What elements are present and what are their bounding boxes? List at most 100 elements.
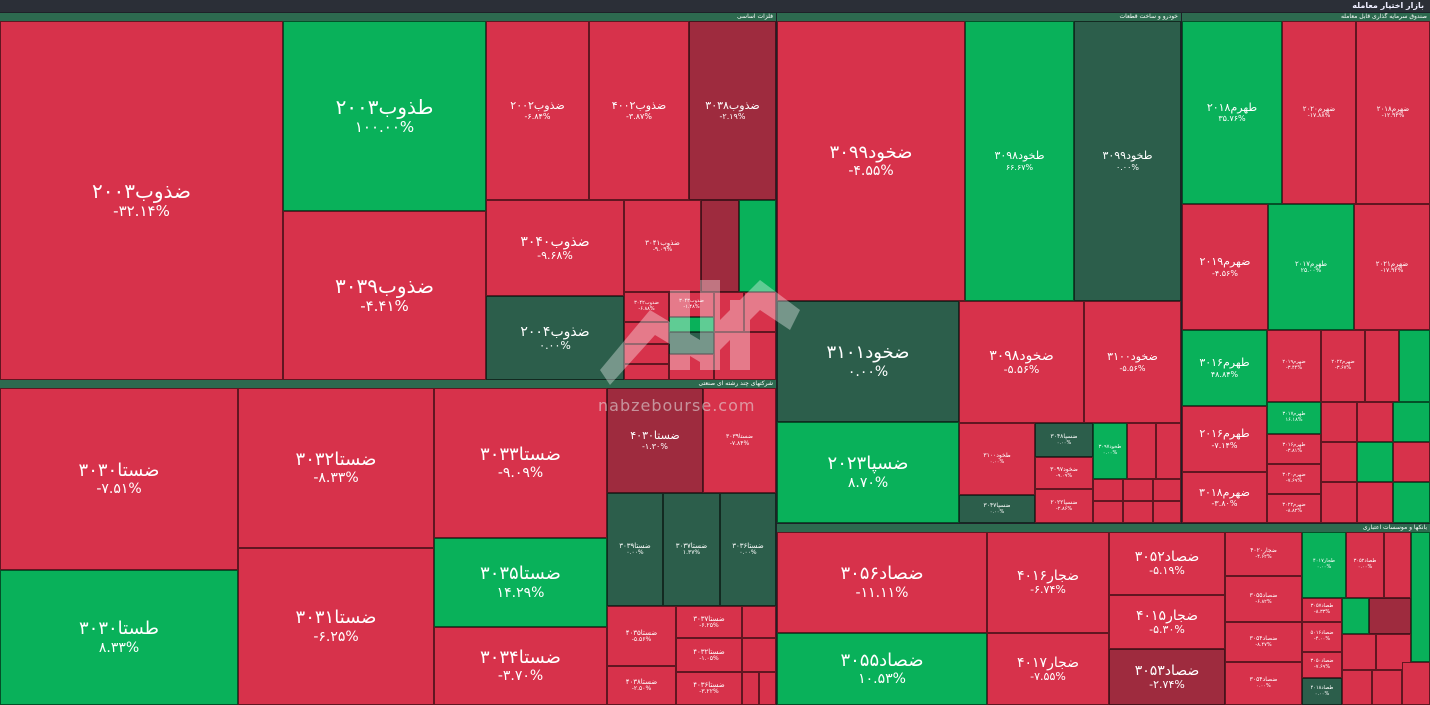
stock-tile[interactable]: ضجار۴۰۱۷ -۷.۵۵% xyxy=(987,633,1109,705)
stock-tile[interactable]: ضهرم۲۰۲۱ -۱۷.۹۲% xyxy=(1354,204,1430,330)
stock-tile[interactable]: ضذوب۴۰۰۲ -۳.۸۷% xyxy=(589,21,689,200)
stock-tile[interactable]: ضذوب۳۰۳۸ -۲.۱۹% xyxy=(689,21,776,200)
stock-tile[interactable]: طهرم۳۰۱۶ -۳.۸۱% xyxy=(1267,434,1321,464)
stock-tile[interactable]: طهرم۲۰۱۸ ۳۵.۷۶% xyxy=(1182,21,1282,204)
stock-tile[interactable] xyxy=(624,322,669,344)
stock-tile[interactable]: ضستا۳۰۳۱ -۶.۲۵% xyxy=(238,548,434,705)
stock-tile[interactable] xyxy=(624,344,669,364)
stock-tile[interactable]: ضذوب۲۰۰۴ ۰.۰۰% xyxy=(486,296,624,380)
stock-tile[interactable]: ضصاد۳۰۵۲ -۵.۱۹% xyxy=(1109,532,1225,595)
stock-tile[interactable] xyxy=(1153,501,1181,523)
stock-tile[interactable] xyxy=(742,672,759,705)
stock-tile[interactable] xyxy=(1156,423,1181,479)
stock-tile[interactable]: ضسپا۲۰۲۳ ۸.۷۰% xyxy=(777,422,959,523)
stock-tile[interactable]: ضستا۴۰۳۲ -۱.۰۵% xyxy=(676,638,742,672)
stock-tile[interactable] xyxy=(744,292,776,332)
stock-tile[interactable] xyxy=(1153,479,1181,501)
stock-tile[interactable]: ضستا۳۰۳۰ -۷.۵۱% xyxy=(0,388,238,570)
stock-tile[interactable] xyxy=(1321,402,1357,442)
stock-tile[interactable]: ضهرم۲۰۲۰ -۱۷.۸۸% xyxy=(1282,21,1356,204)
stock-tile[interactable] xyxy=(1123,479,1153,501)
stock-tile[interactable] xyxy=(714,292,744,332)
stock-tile[interactable]: طذوب۲۰۰۳ ۱۰۰.۰۰% xyxy=(283,21,486,211)
stock-tile[interactable]: ضجار۴۰۲۰ -۴.۶۲% xyxy=(1225,532,1302,576)
stock-tile[interactable]: طصاد۳۰۵۷ -۸.۳۳% xyxy=(1302,598,1342,622)
stock-tile[interactable]: طجار۴۰۱۷ ۰.۰۰% xyxy=(1302,532,1346,598)
stock-tile[interactable]: ضجار۴۰۱۶ -۶.۷۴% xyxy=(987,532,1109,633)
stock-tile[interactable] xyxy=(1372,670,1402,705)
stock-tile[interactable]: ضستا۳۰۳۵ ۱۴.۲۹% xyxy=(434,538,607,627)
stock-tile[interactable] xyxy=(1127,423,1156,479)
stock-tile[interactable] xyxy=(1342,670,1372,705)
stock-tile[interactable]: طهرم۲۰۱۶ -۷.۱۴% xyxy=(1182,406,1267,472)
stock-tile[interactable]: ضخود۳۰۹۷ -۹.۰۹% xyxy=(1035,457,1093,489)
stock-tile[interactable] xyxy=(1369,598,1411,634)
stock-tile[interactable] xyxy=(669,317,714,332)
stock-tile[interactable] xyxy=(1321,442,1357,482)
stock-tile[interactable]: ضصاد۳۰۵۴ -۸.۴۷% xyxy=(1225,622,1302,662)
stock-tile[interactable]: طخود۳۰۹۷ ۰.۰۰% xyxy=(1093,423,1127,479)
stock-tile[interactable] xyxy=(1365,330,1399,402)
stock-tile[interactable]: طخود۳۰۹۹ ۰.۰۰% xyxy=(1074,21,1181,301)
stock-tile[interactable]: طهرم۳۰۱۶ ۴۸.۸۴% xyxy=(1182,330,1267,406)
stock-tile[interactable]: طخود۳۰۹۸ ۶۶.۶۷% xyxy=(965,21,1074,301)
stock-tile[interactable]: طهرم۳۰۱۷ ۱۶.۱۸% xyxy=(1267,402,1321,434)
stock-tile[interactable] xyxy=(1342,634,1376,670)
stock-tile[interactable] xyxy=(669,332,714,354)
stock-tile[interactable] xyxy=(1393,402,1430,442)
stock-tile[interactable]: ضخود۳۱۰۱ ۰.۰۰% xyxy=(777,301,959,422)
stock-tile[interactable]: ضسپا۲۰۲۲ -۲.۸۶% xyxy=(1035,489,1093,523)
stock-tile[interactable]: ضستا۳۰۳۹ -۷.۸۴% xyxy=(703,388,776,493)
stock-tile[interactable]: ضصاد۳۰۵۶ -۱۱.۱۱% xyxy=(777,532,987,633)
stock-tile[interactable] xyxy=(1399,330,1430,402)
stock-tile[interactable]: ضسپا۳۰۴۸ ۰.۰۰% xyxy=(1035,423,1093,457)
stock-tile[interactable]: ضخود۳۱۰۰ -۵.۵۶% xyxy=(1084,301,1181,423)
stock-tile[interactable] xyxy=(742,638,776,672)
stock-tile[interactable]: ضصاد۳۰۵۰ -۷.۶۹% xyxy=(1302,652,1342,678)
stock-tile[interactable] xyxy=(1384,532,1411,598)
stock-tile[interactable] xyxy=(1123,501,1153,523)
stock-tile[interactable] xyxy=(1411,532,1430,662)
stock-tile[interactable]: ضستا۴۰۳۸ -۲.۵۰% xyxy=(607,666,676,705)
stock-tile[interactable]: ضسپا۳۰۴۷ ۰.۰۰% xyxy=(959,495,1035,523)
stock-tile[interactable]: ضذوب۳۰۴۲ -۶.۸۸% xyxy=(624,292,669,322)
stock-tile[interactable] xyxy=(1321,482,1357,523)
stock-tile[interactable]: طخود۳۱۰۰ ۰.۰۰% xyxy=(959,423,1035,495)
stock-tile[interactable] xyxy=(1402,662,1430,705)
stock-tile[interactable]: ضصاد۳۰۵۳ -۲.۷۴% xyxy=(1109,649,1225,705)
stock-tile[interactable] xyxy=(1357,402,1393,442)
stock-tile[interactable]: ضستا۳۰۳۳ -۹.۰۹% xyxy=(434,388,607,538)
stock-tile[interactable] xyxy=(1093,501,1123,523)
stock-tile[interactable]: ضستا۳۰۳۶ ۰.۰۰% xyxy=(720,493,776,606)
stock-tile[interactable]: ضستا۳۰۳۹ ۰.۰۰% xyxy=(607,493,663,606)
stock-tile[interactable]: ضذوب۳۰۴۱ -۹.۰۹% xyxy=(624,200,701,292)
stock-tile[interactable]: ضستا۳۰۳۲ -۸.۳۳% xyxy=(238,388,434,548)
stock-tile[interactable] xyxy=(714,332,776,380)
stock-tile[interactable]: ضهرم۲۰۱۸ -۱۲.۹۳% xyxy=(1356,21,1430,204)
stock-tile[interactable]: ضستا۳۰۳۷ -۶.۲۵% xyxy=(676,606,742,638)
stock-tile[interactable]: ضهرم۲۰۱۹ -۳.۴۴% xyxy=(1267,330,1321,402)
stock-tile[interactable]: ضذوب۳۰۴۰ -۹.۶۸% xyxy=(486,200,624,296)
stock-tile[interactable]: ضستا۴۰۳۰ -۱.۳۰% xyxy=(607,388,703,493)
stock-tile[interactable]: ضخود۳۰۹۸ -۵.۵۶% xyxy=(959,301,1084,423)
stock-tile[interactable]: ضهرم۳۰۲۲ -۸.۸۲% xyxy=(1267,494,1321,523)
stock-tile[interactable]: ضستا۳۰۳۴ -۳.۷۰% xyxy=(434,627,607,705)
stock-tile[interactable]: ضذوب۲۰۰۳ -۳۲.۱۴% xyxy=(0,21,283,380)
stock-tile[interactable]: ضصاد۳۰۵۴ ۰.۰۰% xyxy=(1225,662,1302,705)
stock-tile[interactable]: ضستا۴۰۳۵ -۵.۵۶% xyxy=(607,606,676,666)
stock-tile[interactable]: ضصاد۳۰۵۵ ۱۰.۵۳% xyxy=(777,633,987,705)
stock-tile[interactable]: ضهرم۳۰۱۸ -۳.۸۰% xyxy=(1182,472,1267,523)
stock-tile[interactable] xyxy=(1342,598,1369,634)
stock-tile[interactable] xyxy=(1393,442,1430,482)
stock-tile[interactable] xyxy=(624,364,669,380)
stock-tile[interactable]: طصاد۳۰۵۲ ۰.۰۰% xyxy=(1346,532,1384,598)
stock-tile[interactable]: طهرم۲۰۱۷ ۲۵.۰۰% xyxy=(1268,204,1354,330)
stock-tile[interactable]: ضصاد۵۰۱۶ -۴.۰۰% xyxy=(1302,622,1342,652)
stock-tile[interactable] xyxy=(1393,482,1430,523)
stock-tile[interactable]: ضخود۳۰۹۹ -۴.۵۵% xyxy=(777,21,965,301)
stock-tile[interactable] xyxy=(1357,482,1393,523)
stock-tile[interactable]: طستا۳۰۳۰ ۸.۳۳% xyxy=(0,570,238,705)
stock-tile[interactable]: ضستا۳۰۳۷ ۱.۳۷% xyxy=(663,493,720,606)
stock-tile[interactable]: ضذوب۲۰۰۲ -۶.۸۴% xyxy=(486,21,589,200)
stock-tile[interactable] xyxy=(1093,479,1123,501)
